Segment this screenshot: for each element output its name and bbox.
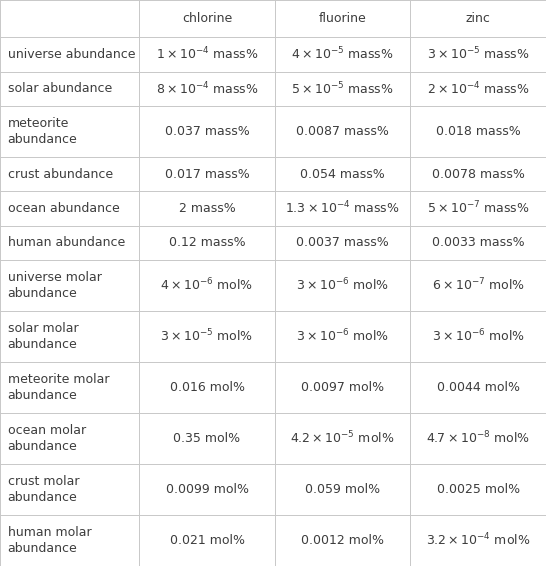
Text: $5\times10^{-7}$ mass%: $5\times10^{-7}$ mass% (427, 200, 530, 217)
Text: fluorine: fluorine (319, 12, 366, 25)
Text: meteorite
abundance: meteorite abundance (8, 117, 78, 145)
Text: $6\times10^{-7}$ mol%: $6\times10^{-7}$ mol% (432, 277, 525, 294)
Text: ocean molar
abundance: ocean molar abundance (8, 424, 86, 453)
Text: 0.018 mass%: 0.018 mass% (436, 125, 520, 138)
Text: 0.037 mass%: 0.037 mass% (165, 125, 250, 138)
Text: $3\times10^{-5}$ mol%: $3\times10^{-5}$ mol% (161, 328, 253, 345)
Text: human abundance: human abundance (8, 236, 125, 249)
Text: $1\times10^{-4}$ mass%: $1\times10^{-4}$ mass% (156, 46, 258, 63)
Text: 0.0087 mass%: 0.0087 mass% (296, 125, 389, 138)
Text: 0.12 mass%: 0.12 mass% (169, 236, 245, 249)
Text: 0.0097 mol%: 0.0097 mol% (301, 381, 384, 394)
Text: human molar
abundance: human molar abundance (8, 526, 91, 555)
Text: $4.7\times10^{-8}$ mol%: $4.7\times10^{-8}$ mol% (426, 430, 530, 447)
Text: 0.0037 mass%: 0.0037 mass% (296, 236, 389, 249)
Text: 0.059 mol%: 0.059 mol% (305, 483, 380, 496)
Text: 2 mass%: 2 mass% (179, 202, 235, 215)
Text: 0.0025 mol%: 0.0025 mol% (437, 483, 520, 496)
Text: 0.0078 mass%: 0.0078 mass% (432, 168, 525, 181)
Text: meteorite molar
abundance: meteorite molar abundance (8, 373, 109, 402)
Text: $8\times10^{-4}$ mass%: $8\times10^{-4}$ mass% (156, 80, 258, 97)
Text: zinc: zinc (466, 12, 491, 25)
Text: 0.0033 mass%: 0.0033 mass% (432, 236, 525, 249)
Text: $4\times10^{-6}$ mol%: $4\times10^{-6}$ mol% (161, 277, 253, 294)
Text: $5\times10^{-5}$ mass%: $5\times10^{-5}$ mass% (291, 80, 394, 97)
Text: $3\times10^{-6}$ mol%: $3\times10^{-6}$ mol% (296, 277, 389, 294)
Text: $3\times10^{-5}$ mass%: $3\times10^{-5}$ mass% (427, 46, 530, 63)
Text: $2\times10^{-4}$ mass%: $2\times10^{-4}$ mass% (427, 80, 530, 97)
Text: crust abundance: crust abundance (8, 168, 113, 181)
Text: 0.017 mass%: 0.017 mass% (165, 168, 250, 181)
Text: 0.0044 mol%: 0.0044 mol% (437, 381, 520, 394)
Text: $1.3\times10^{-4}$ mass%: $1.3\times10^{-4}$ mass% (286, 200, 400, 217)
Text: 0.0012 mol%: 0.0012 mol% (301, 534, 384, 547)
Text: universe abundance: universe abundance (8, 48, 135, 61)
Text: 0.016 mol%: 0.016 mol% (169, 381, 245, 394)
Text: solar molar
abundance: solar molar abundance (8, 322, 78, 351)
Text: $3\times10^{-6}$ mol%: $3\times10^{-6}$ mol% (432, 328, 525, 345)
Text: solar abundance: solar abundance (8, 82, 112, 95)
Text: ocean abundance: ocean abundance (8, 202, 120, 215)
Text: $4.2\times10^{-5}$ mol%: $4.2\times10^{-5}$ mol% (290, 430, 395, 447)
Text: chlorine: chlorine (182, 12, 232, 25)
Text: 0.054 mass%: 0.054 mass% (300, 168, 385, 181)
Text: crust molar
abundance: crust molar abundance (8, 475, 79, 504)
Text: $4\times10^{-5}$ mass%: $4\times10^{-5}$ mass% (291, 46, 394, 63)
Text: universe molar
abundance: universe molar abundance (8, 271, 102, 300)
Text: $3\times10^{-6}$ mol%: $3\times10^{-6}$ mol% (296, 328, 389, 345)
Text: 0.0099 mol%: 0.0099 mol% (165, 483, 248, 496)
Text: 0.35 mol%: 0.35 mol% (174, 432, 241, 445)
Text: 0.021 mol%: 0.021 mol% (169, 534, 245, 547)
Text: $3.2\times10^{-4}$ mol%: $3.2\times10^{-4}$ mol% (426, 532, 530, 549)
